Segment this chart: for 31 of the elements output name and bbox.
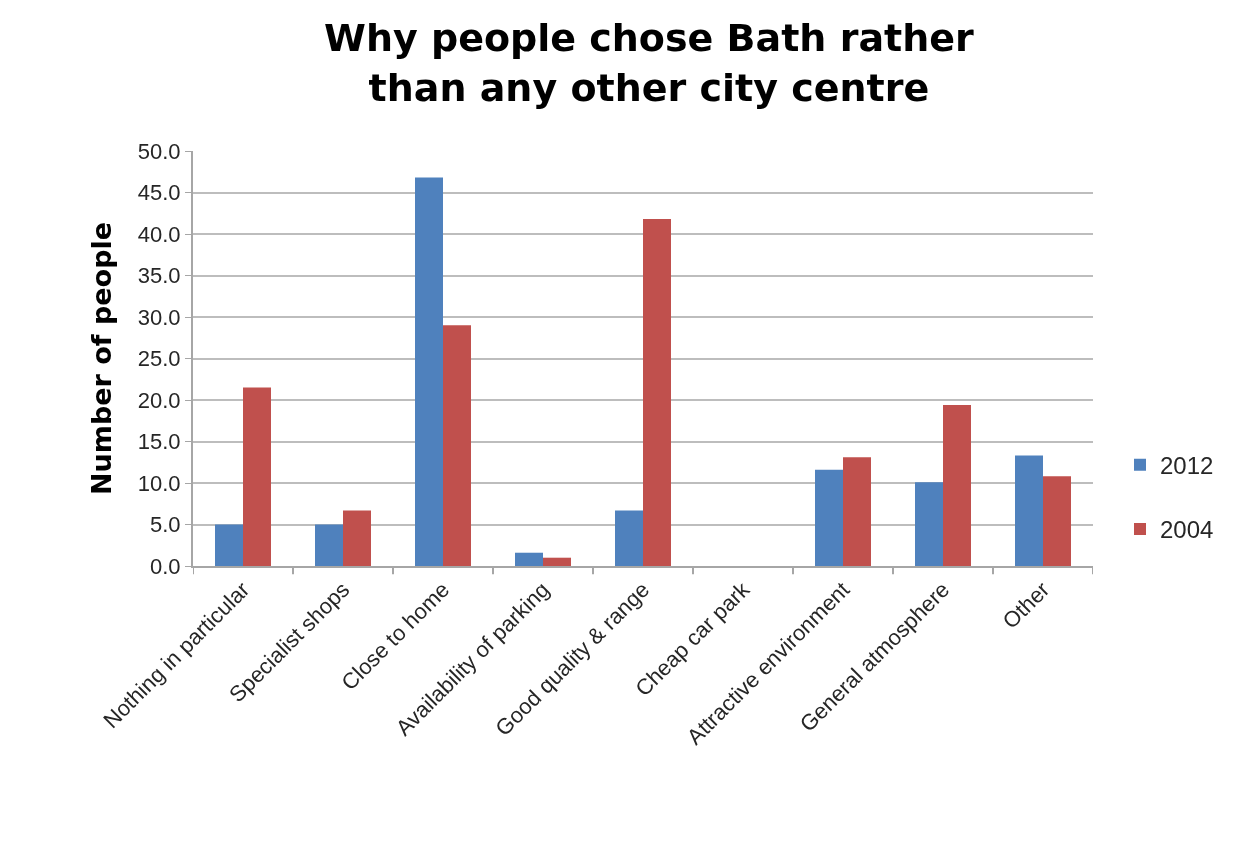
legend-label: 2012 [1160, 452, 1214, 480]
y-tick-label: 30.0 [137, 304, 181, 330]
bar [643, 219, 671, 566]
y-tick-label: 20.0 [137, 387, 181, 413]
y-tick-label: 5.0 [150, 512, 181, 538]
y-axis-title: Number of people [86, 221, 118, 496]
bar [443, 325, 471, 566]
chart-title: Why people chose Bath rather than any other city centre [324, 16, 975, 110]
y-tick-label: 10.0 [137, 470, 181, 496]
bar [815, 469, 843, 566]
bar [915, 482, 943, 566]
bar [243, 387, 271, 566]
legend-label: 2004 [1160, 516, 1214, 544]
bar [1015, 455, 1043, 566]
bar [943, 404, 971, 566]
bar [315, 524, 343, 566]
bar [215, 524, 243, 566]
bar [415, 177, 443, 566]
y-tick-label: 15.0 [137, 429, 181, 455]
y-tick-label: 40.0 [137, 221, 181, 247]
y-tick-label: 35.0 [137, 263, 181, 289]
y-tick-label: 45.0 [137, 180, 181, 206]
bar [843, 457, 871, 566]
bar [343, 510, 371, 566]
y-tick-label: 50.0 [137, 138, 181, 164]
bar [1043, 476, 1071, 566]
bar [515, 552, 543, 566]
y-tick-label: 0.0 [150, 553, 181, 579]
bar [543, 557, 571, 566]
y-tick-label: 25.0 [137, 346, 181, 372]
bar [615, 510, 643, 566]
